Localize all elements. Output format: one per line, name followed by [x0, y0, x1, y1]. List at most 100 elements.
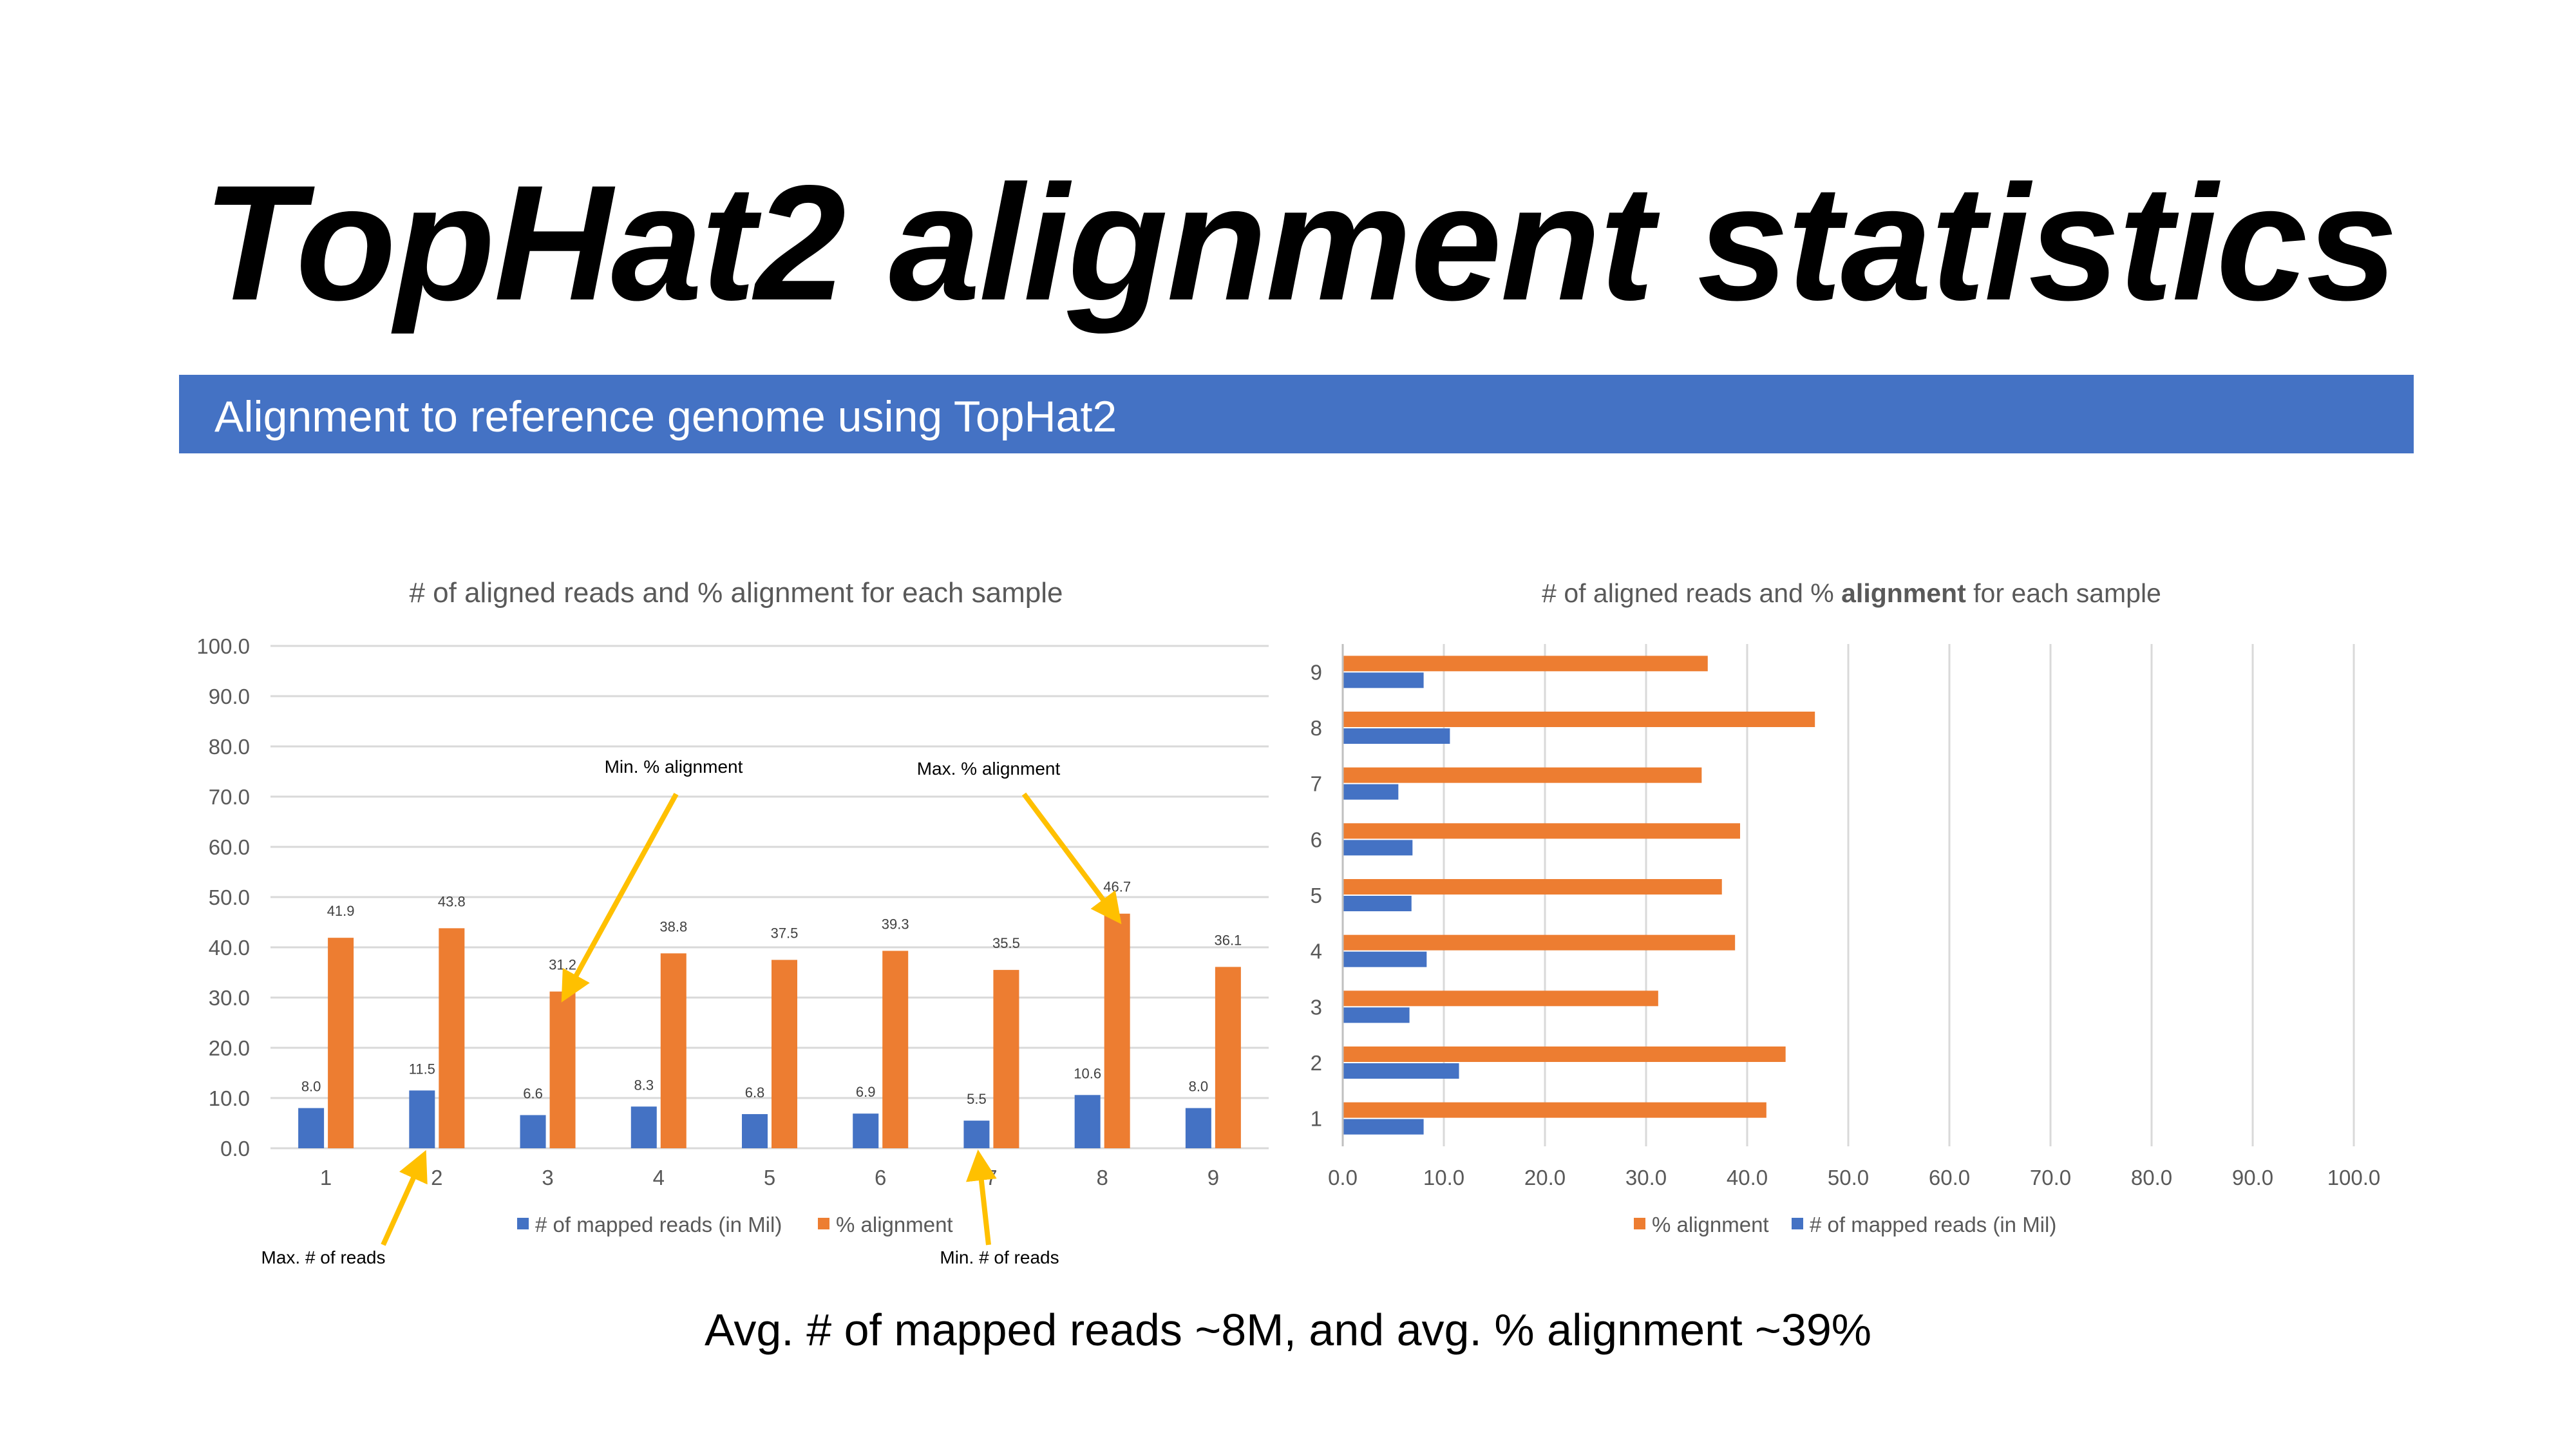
- bar-alignment: [1215, 967, 1241, 1148]
- y-tick-label: 9: [1311, 660, 1322, 684]
- data-label-mapped-reads: 11.5: [409, 1061, 435, 1077]
- data-label-mapped-reads: 10.6: [1074, 1065, 1101, 1081]
- bar-alignment: [1343, 767, 1702, 783]
- y-tick-label: 80.0: [209, 735, 250, 759]
- legend-swatch-alignment: [818, 1218, 829, 1229]
- slide-title: TopHat2 alignment statistics: [203, 151, 2398, 335]
- y-tick-label: 0.0: [220, 1137, 250, 1160]
- legend-label-alignment: % alignment: [1652, 1213, 1769, 1236]
- y-tick-label: 10.0: [209, 1086, 250, 1110]
- x-tick-label: 9: [1208, 1166, 1219, 1189]
- data-label-mapped-reads: 8.0: [1189, 1079, 1209, 1095]
- bar-alignment: [1343, 656, 1708, 672]
- annotation-label: Min. # of reads: [940, 1247, 1059, 1267]
- y-tick-label: 40.0: [209, 936, 250, 960]
- x-tick-label: 100.0: [2327, 1166, 2381, 1189]
- bar-alignment: [1343, 1102, 1766, 1118]
- x-tick-label: 0.0: [1328, 1166, 1358, 1189]
- data-label-alignment: 43.8: [438, 893, 466, 909]
- x-tick-label: 30.0: [1625, 1166, 1667, 1189]
- data-label-mapped-reads: 5.5: [967, 1091, 987, 1107]
- x-tick-label: 50.0: [1828, 1166, 1869, 1189]
- legend-swatch-alignment: [1634, 1218, 1645, 1229]
- x-tick-label: 8: [1096, 1166, 1108, 1189]
- bar-mapped-reads: [1185, 1108, 1211, 1148]
- bar-mapped-reads: [1343, 784, 1399, 800]
- y-tick-label: 8: [1311, 716, 1322, 740]
- bar-alignment: [993, 970, 1019, 1148]
- bar-mapped-reads: [1343, 951, 1427, 967]
- bar-mapped-reads: [1343, 1119, 1424, 1135]
- bar-mapped-reads: [1343, 896, 1412, 911]
- bar-alignment: [439, 928, 465, 1148]
- data-label-mapped-reads: 8.3: [634, 1077, 654, 1093]
- data-label-alignment: 39.3: [882, 916, 909, 932]
- y-tick-label: 70.0: [209, 785, 250, 809]
- y-tick-label: 2: [1311, 1051, 1322, 1075]
- y-tick-label: 20.0: [209, 1036, 250, 1060]
- x-tick-label: 70.0: [2030, 1166, 2071, 1189]
- x-tick-label: 3: [542, 1166, 553, 1189]
- chart-title: # of aligned reads and % alignment for e…: [409, 577, 1063, 609]
- bar-mapped-reads: [1343, 728, 1450, 744]
- legend-swatch-mapped-reads: [1792, 1218, 1803, 1229]
- data-label-alignment: 46.7: [1103, 879, 1131, 895]
- x-tick-label: 4: [653, 1166, 665, 1189]
- bar-mapped-reads: [1343, 672, 1424, 688]
- bar-alignment: [1343, 934, 1736, 951]
- bar-mapped-reads: [630, 1106, 657, 1148]
- data-label-mapped-reads: 6.6: [523, 1086, 543, 1102]
- legend-label-alignment: % alignment: [836, 1213, 953, 1236]
- x-tick-label: 2: [431, 1166, 442, 1189]
- data-label-alignment: 37.5: [771, 925, 799, 942]
- annotation-arrow: [1021, 792, 1122, 925]
- annotation-arrow: [966, 1150, 997, 1245]
- subtitle-band: Alignment to reference genome using TopH…: [179, 375, 2414, 453]
- y-tick-label: 100.0: [196, 634, 250, 658]
- bar-alignment: [772, 960, 797, 1148]
- summary-footer: Avg. # of mapped reads ~8M, and avg. % a…: [704, 1305, 1872, 1355]
- legend-swatch-mapped-reads: [517, 1218, 529, 1229]
- subtitle-text: Alignment to reference genome using TopH…: [214, 392, 1117, 441]
- bar-mapped-reads: [520, 1115, 546, 1148]
- x-tick-label: 80.0: [2131, 1166, 2172, 1189]
- y-tick-label: 1: [1311, 1107, 1322, 1131]
- bar-mapped-reads: [963, 1121, 990, 1148]
- bar-alignment: [328, 938, 354, 1148]
- x-tick-label: 6: [875, 1166, 886, 1189]
- bar-alignment: [1104, 913, 1130, 1148]
- bar-mapped-reads: [298, 1108, 325, 1148]
- bar-alignment: [1343, 990, 1658, 1007]
- data-label-alignment: 41.9: [327, 903, 355, 919]
- chart-title: # of aligned reads and % alignment for e…: [1542, 578, 2161, 608]
- x-tick-label: 5: [764, 1166, 775, 1189]
- y-tick-label: 60.0: [209, 835, 250, 859]
- annotation-label: Min. % alignment: [605, 757, 743, 777]
- x-tick-label: 40.0: [1727, 1166, 1768, 1189]
- bar-mapped-reads: [853, 1113, 879, 1148]
- bar-mapped-reads: [1074, 1095, 1101, 1148]
- x-tick-label: 7: [985, 1166, 997, 1189]
- legend-label-mapped-reads: # of mapped reads (in Mil): [1810, 1213, 2056, 1236]
- x-tick-label: 60.0: [1929, 1166, 1970, 1189]
- bar-alignment: [882, 951, 909, 1148]
- y-tick-label: 7: [1311, 772, 1322, 796]
- x-tick-label: 90.0: [2232, 1166, 2273, 1189]
- data-label-mapped-reads: 6.9: [856, 1084, 876, 1100]
- y-tick-label: 6: [1311, 828, 1322, 851]
- data-label-mapped-reads: 6.8: [745, 1084, 765, 1101]
- bar-mapped-reads: [409, 1090, 435, 1148]
- data-label-alignment: 31.2: [549, 957, 576, 973]
- bar-alignment: [660, 953, 687, 1148]
- data-label-alignment: 36.1: [1214, 932, 1242, 948]
- y-tick-label: 30.0: [209, 986, 250, 1010]
- y-tick-label: 3: [1311, 995, 1322, 1019]
- bar-alignment: [1343, 712, 1815, 727]
- annotation-label: Max. # of reads: [261, 1247, 386, 1267]
- x-tick-label: 10.0: [1423, 1166, 1464, 1189]
- data-label-alignment: 35.5: [992, 935, 1020, 951]
- vertical-bar-chart: # of aligned reads and % alignment for e…: [196, 577, 1269, 1267]
- bar-alignment: [1343, 823, 1741, 839]
- y-tick-label: 50.0: [209, 886, 250, 909]
